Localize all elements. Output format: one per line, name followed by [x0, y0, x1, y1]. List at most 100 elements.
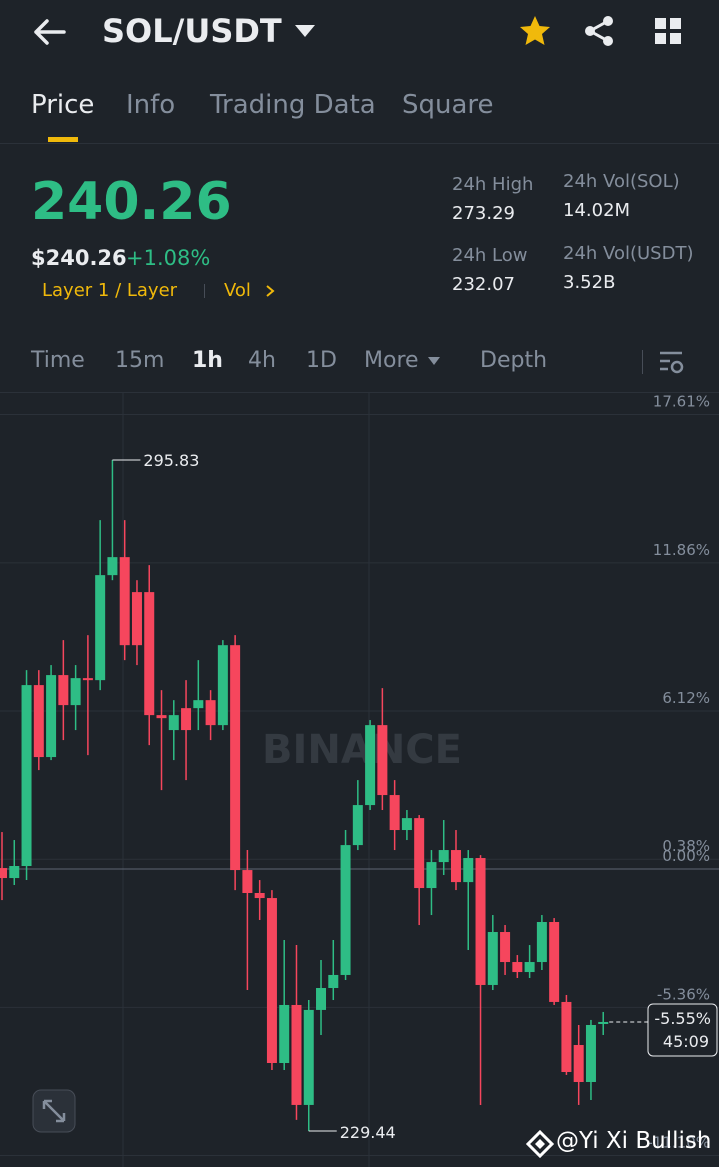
candle-body	[377, 725, 388, 796]
back-icon[interactable]	[30, 14, 70, 50]
y-tick-label: 6.12%	[662, 689, 710, 707]
candle-body	[389, 795, 400, 831]
candle-body	[438, 850, 449, 863]
interval[interactable]: 4h	[248, 348, 276, 373]
candle-body	[279, 1004, 290, 1063]
candle-body	[598, 1021, 609, 1024]
stat-label: 24h Vol(USDT)	[563, 243, 694, 264]
binance-logo	[526, 1130, 554, 1158]
tag[interactable]: Vol	[224, 280, 251, 301]
dropdown-icon	[428, 357, 440, 365]
settings-icon[interactable]	[658, 350, 686, 376]
interval[interactable]: Depth	[480, 348, 548, 373]
candle-body	[168, 715, 179, 731]
candle-body	[585, 1024, 596, 1082]
candle-body	[70, 678, 81, 706]
candle-body	[500, 932, 511, 963]
y-tick-label: 17.61%	[653, 393, 710, 411]
candle-body	[230, 645, 241, 871]
current-price-box	[647, 1003, 718, 1057]
tag-separator	[204, 284, 205, 298]
candle-body	[254, 892, 265, 899]
tab[interactable]: Price	[31, 90, 95, 120]
credit: @Yi Xi Bullish	[556, 1128, 712, 1154]
candle-body	[144, 592, 155, 716]
candle-body	[156, 715, 167, 719]
menu-grid-icon[interactable]	[654, 17, 684, 47]
divider	[0, 143, 719, 144]
stat-value: 232.07	[452, 274, 515, 295]
usd-price: $240.26	[31, 246, 127, 270]
low-label: 229.44	[340, 1123, 396, 1142]
candle-body	[401, 818, 412, 831]
y-tick-label: -5.36%	[657, 985, 710, 1003]
y-tick-label: -11.10%	[647, 1133, 710, 1151]
stat-label: 24h High	[452, 174, 534, 195]
stat-value: 14.02M	[563, 200, 631, 221]
price-change: +1.08%	[126, 246, 211, 270]
candle-body	[9, 866, 20, 879]
last-price: 240.26	[31, 172, 232, 232]
chevron-icon	[266, 285, 275, 297]
candle-body	[426, 862, 437, 889]
candle-body	[205, 700, 216, 726]
candle-body	[95, 575, 106, 681]
tag[interactable]: Layer 1 / Layer	[42, 280, 178, 301]
interval[interactable]: More	[364, 348, 419, 373]
current-change: -5.55%	[654, 1009, 711, 1028]
candle-body	[328, 974, 339, 989]
candle-body	[58, 675, 69, 706]
candle-body	[365, 725, 376, 806]
candle-body	[181, 708, 192, 731]
high-label: 295.83	[143, 451, 199, 470]
stat-value: 3.52B	[563, 272, 616, 293]
tab[interactable]: Square	[402, 90, 494, 120]
tab[interactable]: Trading Data	[210, 90, 376, 120]
fullscreen-button[interactable]	[32, 1089, 76, 1133]
candle-body	[549, 922, 560, 1002]
interval[interactable]: Time	[31, 348, 85, 373]
candle-body	[536, 922, 547, 963]
divider	[0, 392, 719, 393]
candle-body	[340, 845, 351, 975]
interval[interactable]: 1D	[306, 348, 337, 373]
tab[interactable]: Info	[126, 90, 176, 120]
y-tick-label: 0.00%	[662, 847, 710, 865]
candle-body	[242, 870, 253, 893]
candle-body	[217, 645, 228, 726]
candle-body	[524, 962, 535, 973]
candle-body	[450, 850, 461, 883]
candle-body	[131, 592, 142, 646]
candle-body	[0, 868, 7, 879]
favorite-icon[interactable]	[518, 14, 552, 48]
candle-body	[316, 988, 327, 1010]
candle-body	[82, 678, 93, 681]
separator	[642, 350, 643, 374]
countdown: 45:09	[663, 1032, 709, 1051]
candle-body	[107, 557, 118, 576]
candle-body	[193, 700, 204, 709]
candle-body	[414, 818, 425, 889]
candle-body	[119, 557, 130, 646]
interval[interactable]: 1h	[192, 348, 223, 373]
pair-title[interactable]: SOL/USDT	[102, 12, 282, 50]
interval[interactable]: 15m	[115, 348, 165, 373]
candle-body	[46, 675, 57, 758]
stat-label: 24h Vol(SOL)	[563, 171, 680, 192]
y-tick-label: 11.86%	[653, 541, 710, 559]
y-tick-label: 0.38%	[662, 837, 710, 855]
candle-body	[33, 685, 44, 758]
pair-dropdown-icon[interactable]	[294, 24, 316, 38]
candle-body	[266, 898, 277, 1063]
share-icon[interactable]	[582, 14, 616, 48]
candle-body	[291, 1004, 302, 1105]
candle-body	[512, 962, 523, 973]
stat-label: 24h Low	[452, 245, 528, 266]
tab-indicator	[48, 137, 78, 142]
candle-body	[487, 932, 498, 985]
candle-body	[475, 858, 486, 985]
candle-body	[561, 1001, 572, 1072]
candle-body	[303, 1009, 314, 1105]
watermark: BINANCE	[262, 727, 462, 773]
